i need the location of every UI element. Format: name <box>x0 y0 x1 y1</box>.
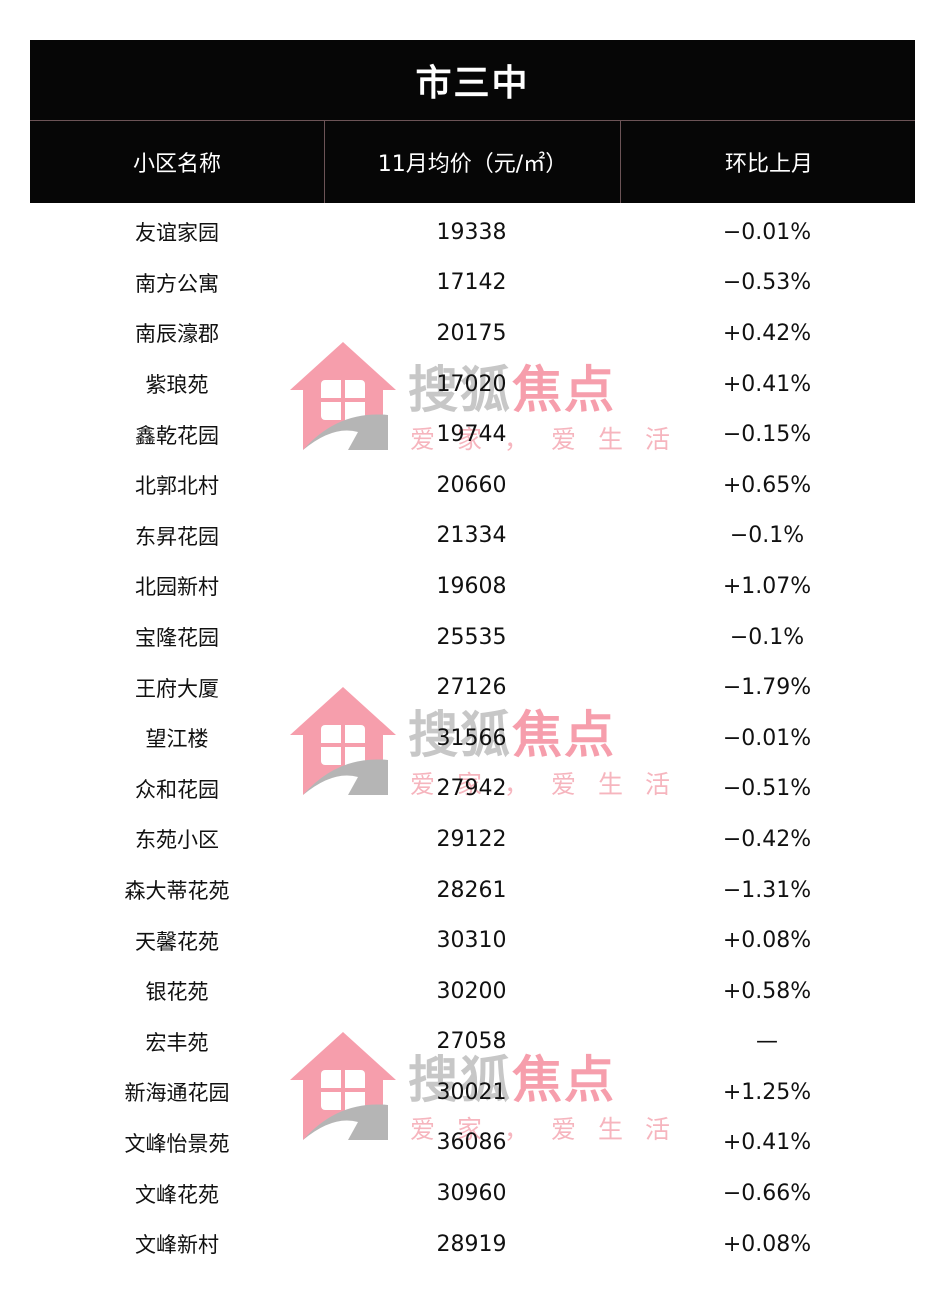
average-price-cell: 19338 <box>436 219 507 245</box>
month-change-cell: +0.08% <box>722 928 812 954</box>
table-body: 友谊家园 19338 −0.01% 南方公寓 17142 −0.53% 南辰濠郡 20175 +… <box>30 207 915 1269</box>
community-name-cell: 东昇花园 <box>135 524 219 549</box>
community-name-cell: 银花苑 <box>145 980 209 1005</box>
community-name-cell: 王府大厦 <box>135 676 219 701</box>
average-price-cell: 20175 <box>436 320 507 346</box>
table-row: 东昇花园 21334 −0.1% <box>30 511 915 562</box>
month-change-cell: +0.41% <box>722 1130 812 1156</box>
table-row: 鑫乾花园 19744 −0.15% <box>30 409 915 460</box>
price-table: 市三中 小区名称 11月均价（元/㎡） 环比上月 友谊家园 19338 −0.01%… <box>30 40 915 1269</box>
community-name-cell: 宏丰苑 <box>145 1030 209 1055</box>
month-change-cell: −0.15% <box>722 422 812 448</box>
table-header-row: 小区名称 11月均价（元/㎡） 环比上月 <box>30 120 915 203</box>
header-average-price: 11月均价（元/㎡） <box>324 121 620 203</box>
community-name-cell: 紫琅苑 <box>145 373 209 398</box>
average-price-cell: 30200 <box>436 978 507 1004</box>
community-name-cell: 宝隆花园 <box>135 626 219 651</box>
community-name-cell: 众和花园 <box>135 777 219 802</box>
community-name-cell: 文峰新村 <box>135 1233 219 1258</box>
table-row: 北郭北村 20660 +0.65% <box>30 460 915 511</box>
month-change-cell: −0.01% <box>722 725 812 751</box>
table-row: 南方公寓 17142 −0.53% <box>30 258 915 309</box>
community-name-cell: 北园新村 <box>135 575 219 600</box>
community-name-cell: 望江楼 <box>145 727 209 752</box>
month-change-cell: +0.58% <box>722 978 812 1004</box>
average-price-cell: 25535 <box>436 624 507 650</box>
average-price-cell: 19744 <box>436 422 507 448</box>
community-name-cell: 鑫乾花园 <box>135 423 219 448</box>
month-change-cell: −1.31% <box>722 877 812 903</box>
table-row: 宏丰苑 27058 — <box>30 1017 915 1068</box>
table-row: 文峰怡景苑 36086 +0.41% <box>30 1118 915 1169</box>
average-price-cell: 31566 <box>436 725 507 751</box>
month-change-cell: +0.41% <box>722 371 812 397</box>
month-change-cell: −0.01% <box>722 219 812 245</box>
table-row: 银花苑 30200 +0.58% <box>30 966 915 1017</box>
community-name-cell: 南辰濠郡 <box>135 322 219 347</box>
community-name-cell: 友谊家园 <box>135 221 219 246</box>
average-price-cell: 27942 <box>436 776 507 802</box>
average-price-cell: 19608 <box>436 573 507 599</box>
average-price-cell: 36086 <box>436 1130 507 1156</box>
table-row: 王府大厦 27126 −1.79% <box>30 662 915 713</box>
table-row: 紫琅苑 17020 +0.41% <box>30 359 915 410</box>
average-price-cell: 27126 <box>436 675 507 701</box>
month-change-cell: +1.25% <box>722 1079 812 1105</box>
month-change-cell: +0.65% <box>722 472 812 498</box>
table-title-text: 市三中 <box>415 63 530 104</box>
month-change-cell: −0.51% <box>722 776 812 802</box>
community-name-cell: 天馨花苑 <box>135 929 219 954</box>
month-change-cell: −0.66% <box>722 1181 812 1207</box>
table-row: 望江楼 31566 −0.01% <box>30 713 915 764</box>
average-price-cell: 21334 <box>436 523 507 549</box>
month-change-cell: −1.79% <box>722 675 812 701</box>
table-row: 南辰濠郡 20175 +0.42% <box>30 308 915 359</box>
average-price-cell: 28919 <box>436 1231 507 1257</box>
table-row: 宝隆花园 25535 −0.1% <box>30 612 915 663</box>
table-row: 森大蒂花苑 28261 −1.31% <box>30 865 915 916</box>
community-name-cell: 南方公寓 <box>135 271 219 296</box>
table-row: 文峰新村 28919 +0.08% <box>30 1219 915 1270</box>
average-price-cell: 28261 <box>436 877 507 903</box>
community-name-cell: 北郭北村 <box>135 474 219 499</box>
average-price-cell: 30960 <box>436 1181 507 1207</box>
month-change-cell: −0.1% <box>729 624 805 650</box>
month-change-cell: −0.53% <box>722 270 812 296</box>
average-price-cell: 20660 <box>436 472 507 498</box>
average-price-cell: 17142 <box>436 270 507 296</box>
table-row: 东苑小区 29122 −0.42% <box>30 814 915 865</box>
table-title: 市三中 <box>30 40 915 120</box>
average-price-cell: 30310 <box>436 928 507 954</box>
average-price-cell: 29122 <box>436 826 507 852</box>
table-row: 天馨花苑 30310 +0.08% <box>30 915 915 966</box>
month-change-cell: — <box>756 1029 778 1055</box>
community-name-cell: 森大蒂花苑 <box>124 879 230 904</box>
community-name-cell: 东苑小区 <box>135 828 219 853</box>
month-change-cell: −0.1% <box>729 523 805 549</box>
average-price-cell: 30021 <box>436 1079 507 1105</box>
average-price-cell: 17020 <box>436 371 507 397</box>
table-row: 新海通花园 30021 +1.25% <box>30 1067 915 1118</box>
header-community-name: 小区名称 <box>132 152 221 177</box>
community-name-cell: 文峰花苑 <box>135 1182 219 1207</box>
table-row: 文峰花苑 30960 −0.66% <box>30 1168 915 1219</box>
table-row: 众和花园 27942 −0.51% <box>30 764 915 815</box>
header-month-change: 环比上月 <box>620 121 917 203</box>
month-change-cell: −0.42% <box>722 826 812 852</box>
month-change-cell: +1.07% <box>722 573 812 599</box>
community-name-cell: 新海通花园 <box>124 1081 230 1106</box>
table-row: 北园新村 19608 +1.07% <box>30 561 915 612</box>
community-name-cell: 文峰怡景苑 <box>124 1131 230 1156</box>
month-change-cell: +0.08% <box>722 1231 812 1257</box>
month-change-cell: +0.42% <box>722 320 812 346</box>
table-row: 友谊家园 19338 −0.01% <box>30 207 915 258</box>
average-price-cell: 27058 <box>436 1029 507 1055</box>
